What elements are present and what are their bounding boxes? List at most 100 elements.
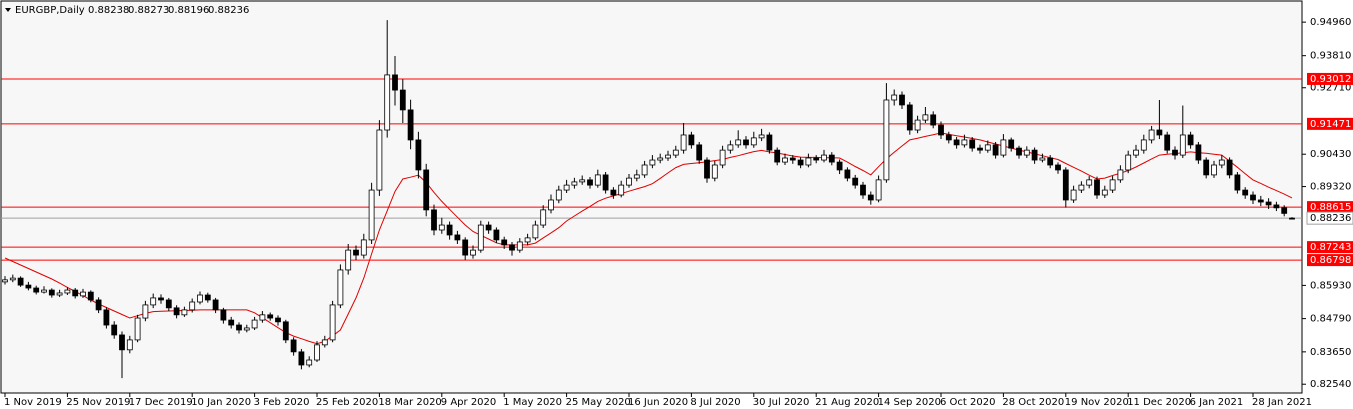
candle-body bbox=[548, 199, 554, 211]
current-price-label: 0.88236 bbox=[1310, 213, 1351, 224]
level-label: 0.88615 bbox=[1310, 202, 1351, 213]
candle-body bbox=[1117, 169, 1124, 181]
candle-body bbox=[555, 189, 562, 201]
candle-body bbox=[688, 134, 695, 146]
candle-body bbox=[158, 297, 164, 301]
candle-body bbox=[212, 299, 219, 311]
candle-body bbox=[173, 307, 180, 316]
candle-body bbox=[750, 137, 757, 146]
candle-body bbox=[1273, 204, 1280, 209]
candle-body bbox=[852, 177, 859, 186]
candle-body bbox=[665, 154, 671, 159]
candle-body bbox=[134, 317, 141, 341]
candle-body bbox=[454, 234, 461, 241]
x-tick-label: 11 Dec 2020 bbox=[1127, 397, 1191, 408]
candle-body bbox=[431, 209, 437, 231]
candle-body bbox=[103, 309, 110, 326]
candle-body bbox=[87, 291, 94, 301]
candle-body bbox=[470, 249, 476, 256]
candle-body bbox=[696, 144, 703, 161]
header-high: 0.88273 bbox=[128, 5, 169, 16]
candle-body bbox=[48, 289, 55, 296]
candle-body bbox=[251, 319, 258, 329]
candle-body bbox=[1289, 217, 1295, 220]
candle-body bbox=[423, 169, 430, 211]
candle-body bbox=[41, 289, 47, 293]
candle-body bbox=[321, 339, 328, 346]
candle-body bbox=[329, 304, 336, 341]
candle-body bbox=[399, 89, 406, 111]
candle-body bbox=[579, 179, 586, 183]
candle-body bbox=[1000, 139, 1007, 156]
candle-body bbox=[493, 229, 500, 241]
candle-body bbox=[1031, 149, 1038, 161]
candle-body bbox=[407, 109, 414, 141]
candle-body bbox=[1086, 179, 1093, 186]
candle-body bbox=[735, 139, 742, 146]
candle-body bbox=[704, 159, 710, 179]
x-tick-label: 16 Jun 2020 bbox=[628, 397, 688, 408]
candle-body bbox=[1109, 179, 1116, 191]
candle-body bbox=[1101, 189, 1108, 196]
candle-body bbox=[181, 309, 188, 316]
candle-body bbox=[766, 134, 773, 151]
candle-body bbox=[126, 339, 133, 351]
candle-body bbox=[758, 134, 765, 139]
candle-body bbox=[571, 181, 578, 186]
candle-body bbox=[602, 174, 609, 191]
candle-body bbox=[680, 134, 687, 151]
candle-body bbox=[376, 129, 383, 191]
candle-body bbox=[1265, 201, 1272, 206]
candle-body bbox=[2, 279, 8, 283]
x-tick-label: 30 Jul 2020 bbox=[753, 397, 810, 408]
candle-body bbox=[977, 147, 983, 151]
candle-body bbox=[610, 189, 617, 196]
level-label-box bbox=[1307, 117, 1353, 130]
candle-body bbox=[392, 74, 398, 91]
x-tick-label: 19 Nov 2020 bbox=[1065, 397, 1129, 408]
candle-body bbox=[9, 277, 16, 281]
candle-body bbox=[672, 149, 679, 156]
x-tick-label: 9 Apr 2020 bbox=[441, 397, 496, 408]
header-open: 0.88238 bbox=[88, 5, 129, 16]
candle-body bbox=[532, 224, 539, 239]
candle-body bbox=[243, 327, 250, 331]
candle-body bbox=[844, 169, 851, 179]
candle-body bbox=[860, 184, 866, 196]
axis-layer: 0.94960 0.93810 0.92710 0.90430 0.89320 0.859… bbox=[4, 17, 1353, 408]
header-close: 0.88236 bbox=[208, 5, 249, 16]
candle-body bbox=[922, 114, 929, 121]
y-tick-label: 0.85930 bbox=[1310, 280, 1351, 291]
candle-body bbox=[25, 284, 32, 289]
candle-body bbox=[992, 144, 999, 156]
level-label-box bbox=[1307, 201, 1353, 214]
chart-title: EURGBP,Daily bbox=[15, 5, 85, 16]
candle-body bbox=[275, 317, 281, 323]
candle-body bbox=[774, 149, 781, 163]
y-tick-label: 0.84790 bbox=[1310, 314, 1351, 325]
y-tick-label: 0.83650 bbox=[1310, 347, 1351, 358]
y-tick-label: 0.82540 bbox=[1310, 379, 1351, 390]
candle-body bbox=[501, 239, 508, 246]
level-label: 0.87243 bbox=[1310, 242, 1351, 253]
header-low: 0.88196 bbox=[168, 5, 209, 16]
ma-layer bbox=[4, 132, 1293, 345]
candle-body bbox=[111, 324, 118, 336]
candle-body bbox=[899, 94, 905, 106]
candle-body bbox=[337, 269, 344, 306]
candle-body bbox=[1140, 139, 1147, 151]
candle-body bbox=[56, 292, 63, 296]
candle-body bbox=[906, 104, 913, 131]
candle-body bbox=[165, 299, 172, 309]
candle-body bbox=[1195, 144, 1202, 161]
candle-body bbox=[641, 164, 648, 176]
candle-body bbox=[290, 339, 297, 353]
menu-icon[interactable] bbox=[5, 8, 11, 12]
candle-body bbox=[1218, 159, 1225, 166]
candle-body bbox=[1133, 149, 1139, 156]
candle-body bbox=[298, 351, 305, 366]
x-tick-label: 18 Mar 2020 bbox=[378, 397, 441, 408]
moving-average bbox=[4, 132, 1293, 345]
candle-body bbox=[1148, 129, 1155, 141]
candle-body bbox=[587, 179, 593, 186]
